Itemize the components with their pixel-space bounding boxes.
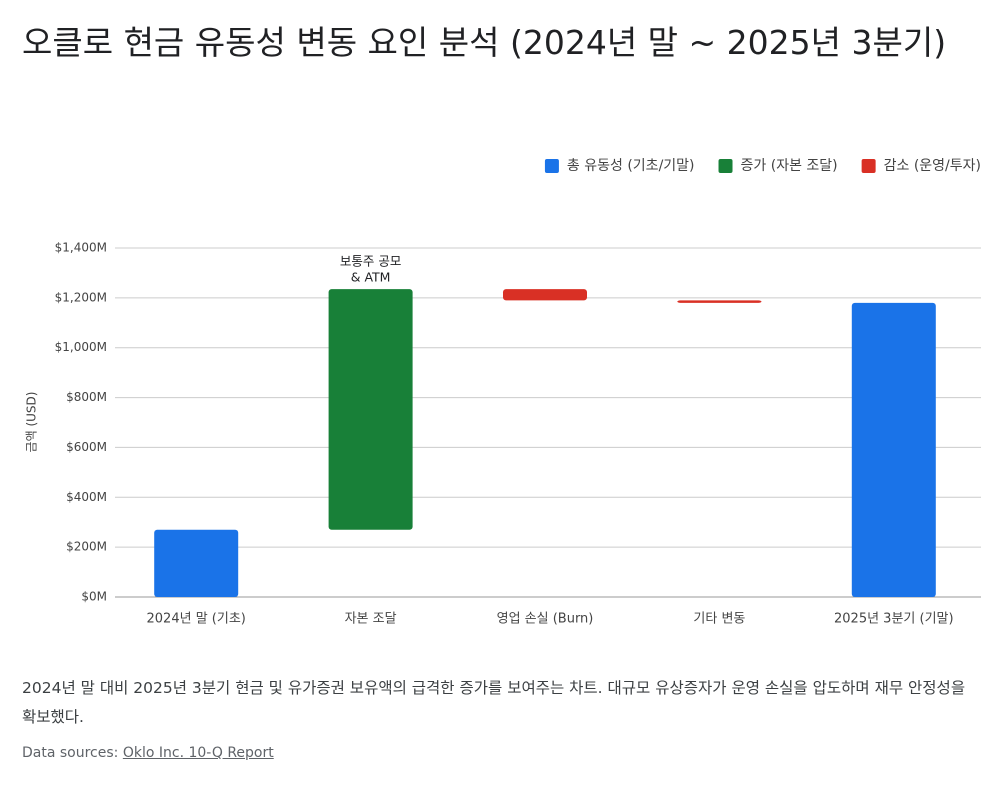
bar: [154, 529, 239, 597]
chart: 금액 (USD) $0M $200M $400M $600M $800M $1,000M $…: [25, 158, 981, 627]
bar: [328, 289, 413, 530]
legend-swatch: [861, 159, 876, 173]
x-tick-label: 2025년 3분기 (기말): [834, 612, 954, 627]
legend-swatch: [544, 159, 559, 173]
x-tick-label: 기타 변동: [693, 612, 745, 627]
x-tick-label: 영업 손실 (Burn): [497, 612, 594, 627]
bar: [677, 300, 762, 303]
y-axis-label: 금액 (USD): [25, 392, 39, 453]
y-tick-label: $0M: [81, 590, 107, 604]
annotation: & ATM: [351, 270, 391, 285]
chart-title: 오클로 현금 유동성 변동 요인 분석 (2024년 말 ~ 2025년 3분기…: [22, 23, 947, 62]
annotation: 보통주 공모: [340, 254, 401, 269]
y-tick-label: $1,000M: [55, 340, 107, 354]
y-tick-label: $1,200M: [55, 290, 107, 304]
legend-label: 증가 (자본 조달): [741, 158, 838, 174]
y-tick-label: $400M: [66, 490, 107, 504]
legend-label: 감소 (운영/투자): [884, 158, 981, 174]
y-tick-label: $800M: [66, 390, 107, 404]
legend-label: 총 유동성 (기초/기말): [567, 158, 695, 174]
y-tick-label: $200M: [66, 540, 107, 554]
source-prefix: Data sources:: [22, 745, 119, 761]
y-tick-label: $1,400M: [55, 241, 107, 255]
legend-swatch: [718, 159, 733, 173]
bar: [851, 302, 936, 597]
source-link[interactable]: Oklo Inc. 10-Q Report: [122, 745, 274, 761]
description: 2024년 말 대비 2025년 3분기 현금 및 유가증권 보유액의 급격한 …: [22, 679, 966, 726]
x-tick-label: 2024년 말 (기초): [147, 612, 246, 627]
bar: [503, 289, 587, 301]
y-tick-label: $600M: [66, 440, 107, 454]
x-tick-label: 자본 조달: [345, 612, 397, 627]
source: Data sources: Oklo Inc. 10-Q Report: [22, 745, 274, 761]
